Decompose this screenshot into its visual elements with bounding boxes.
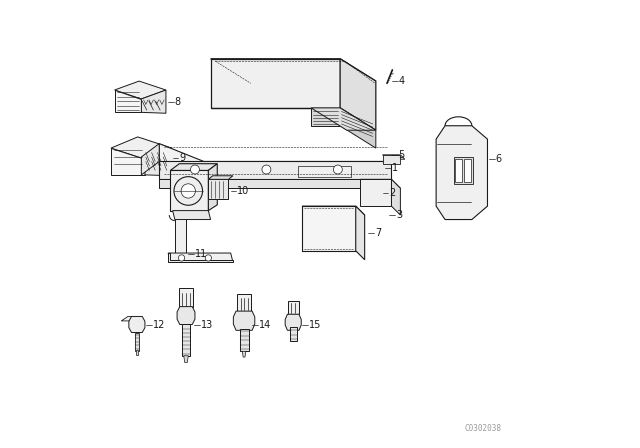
- Text: C0302038: C0302038: [465, 424, 502, 433]
- Bar: [182, 323, 190, 356]
- Circle shape: [181, 184, 195, 198]
- Bar: [455, 159, 461, 181]
- Polygon shape: [311, 108, 340, 126]
- Bar: [290, 327, 297, 341]
- Polygon shape: [436, 126, 488, 220]
- Polygon shape: [159, 161, 392, 179]
- Text: 9: 9: [179, 153, 186, 163]
- Bar: [134, 332, 139, 351]
- Polygon shape: [360, 179, 401, 188]
- Bar: [288, 301, 299, 314]
- Text: 14: 14: [259, 320, 271, 330]
- Circle shape: [262, 165, 271, 174]
- Text: 5: 5: [399, 150, 405, 160]
- Polygon shape: [311, 108, 376, 130]
- Text: 7: 7: [375, 228, 381, 238]
- Text: 12: 12: [152, 320, 165, 330]
- Bar: [464, 159, 470, 181]
- Text: 15: 15: [309, 320, 321, 330]
- Polygon shape: [243, 351, 246, 357]
- Polygon shape: [177, 306, 195, 324]
- Bar: [237, 294, 252, 311]
- Polygon shape: [302, 206, 356, 251]
- Polygon shape: [175, 215, 186, 260]
- Polygon shape: [392, 179, 401, 215]
- Polygon shape: [129, 316, 145, 332]
- Polygon shape: [159, 144, 392, 179]
- Text: 8: 8: [175, 97, 181, 107]
- Polygon shape: [356, 206, 365, 260]
- Polygon shape: [360, 179, 392, 206]
- Polygon shape: [111, 137, 172, 159]
- Text: 6: 6: [495, 154, 502, 164]
- Polygon shape: [285, 314, 301, 330]
- Polygon shape: [209, 176, 233, 179]
- Bar: [136, 350, 138, 355]
- Polygon shape: [184, 356, 188, 362]
- Polygon shape: [168, 253, 233, 262]
- Circle shape: [179, 255, 185, 261]
- Circle shape: [191, 165, 200, 174]
- Polygon shape: [111, 148, 145, 175]
- Polygon shape: [209, 164, 217, 211]
- Polygon shape: [170, 164, 217, 170]
- Polygon shape: [340, 59, 376, 130]
- Polygon shape: [145, 148, 172, 176]
- Polygon shape: [121, 316, 132, 321]
- Bar: [179, 288, 193, 306]
- Polygon shape: [340, 108, 376, 148]
- Text: 4: 4: [399, 76, 404, 86]
- Bar: [454, 157, 473, 184]
- Text: 1: 1: [392, 163, 397, 173]
- Polygon shape: [173, 211, 211, 220]
- Text: 3: 3: [396, 210, 402, 220]
- Circle shape: [333, 165, 342, 174]
- Bar: [239, 329, 248, 351]
- Polygon shape: [211, 59, 340, 108]
- Polygon shape: [141, 144, 159, 175]
- Polygon shape: [170, 170, 209, 211]
- Bar: [298, 166, 351, 177]
- Polygon shape: [383, 155, 405, 159]
- Text: 10: 10: [237, 185, 250, 195]
- Text: 2: 2: [389, 188, 396, 198]
- Polygon shape: [115, 81, 166, 99]
- Polygon shape: [234, 311, 255, 330]
- Bar: [383, 155, 401, 164]
- Polygon shape: [141, 90, 166, 113]
- Text: 13: 13: [201, 320, 213, 330]
- Polygon shape: [211, 59, 376, 81]
- Circle shape: [174, 177, 202, 205]
- Polygon shape: [302, 206, 365, 215]
- Circle shape: [205, 255, 211, 261]
- Polygon shape: [209, 179, 228, 199]
- Polygon shape: [159, 179, 392, 188]
- Text: 11: 11: [195, 250, 207, 259]
- Polygon shape: [115, 90, 141, 112]
- Polygon shape: [168, 253, 233, 262]
